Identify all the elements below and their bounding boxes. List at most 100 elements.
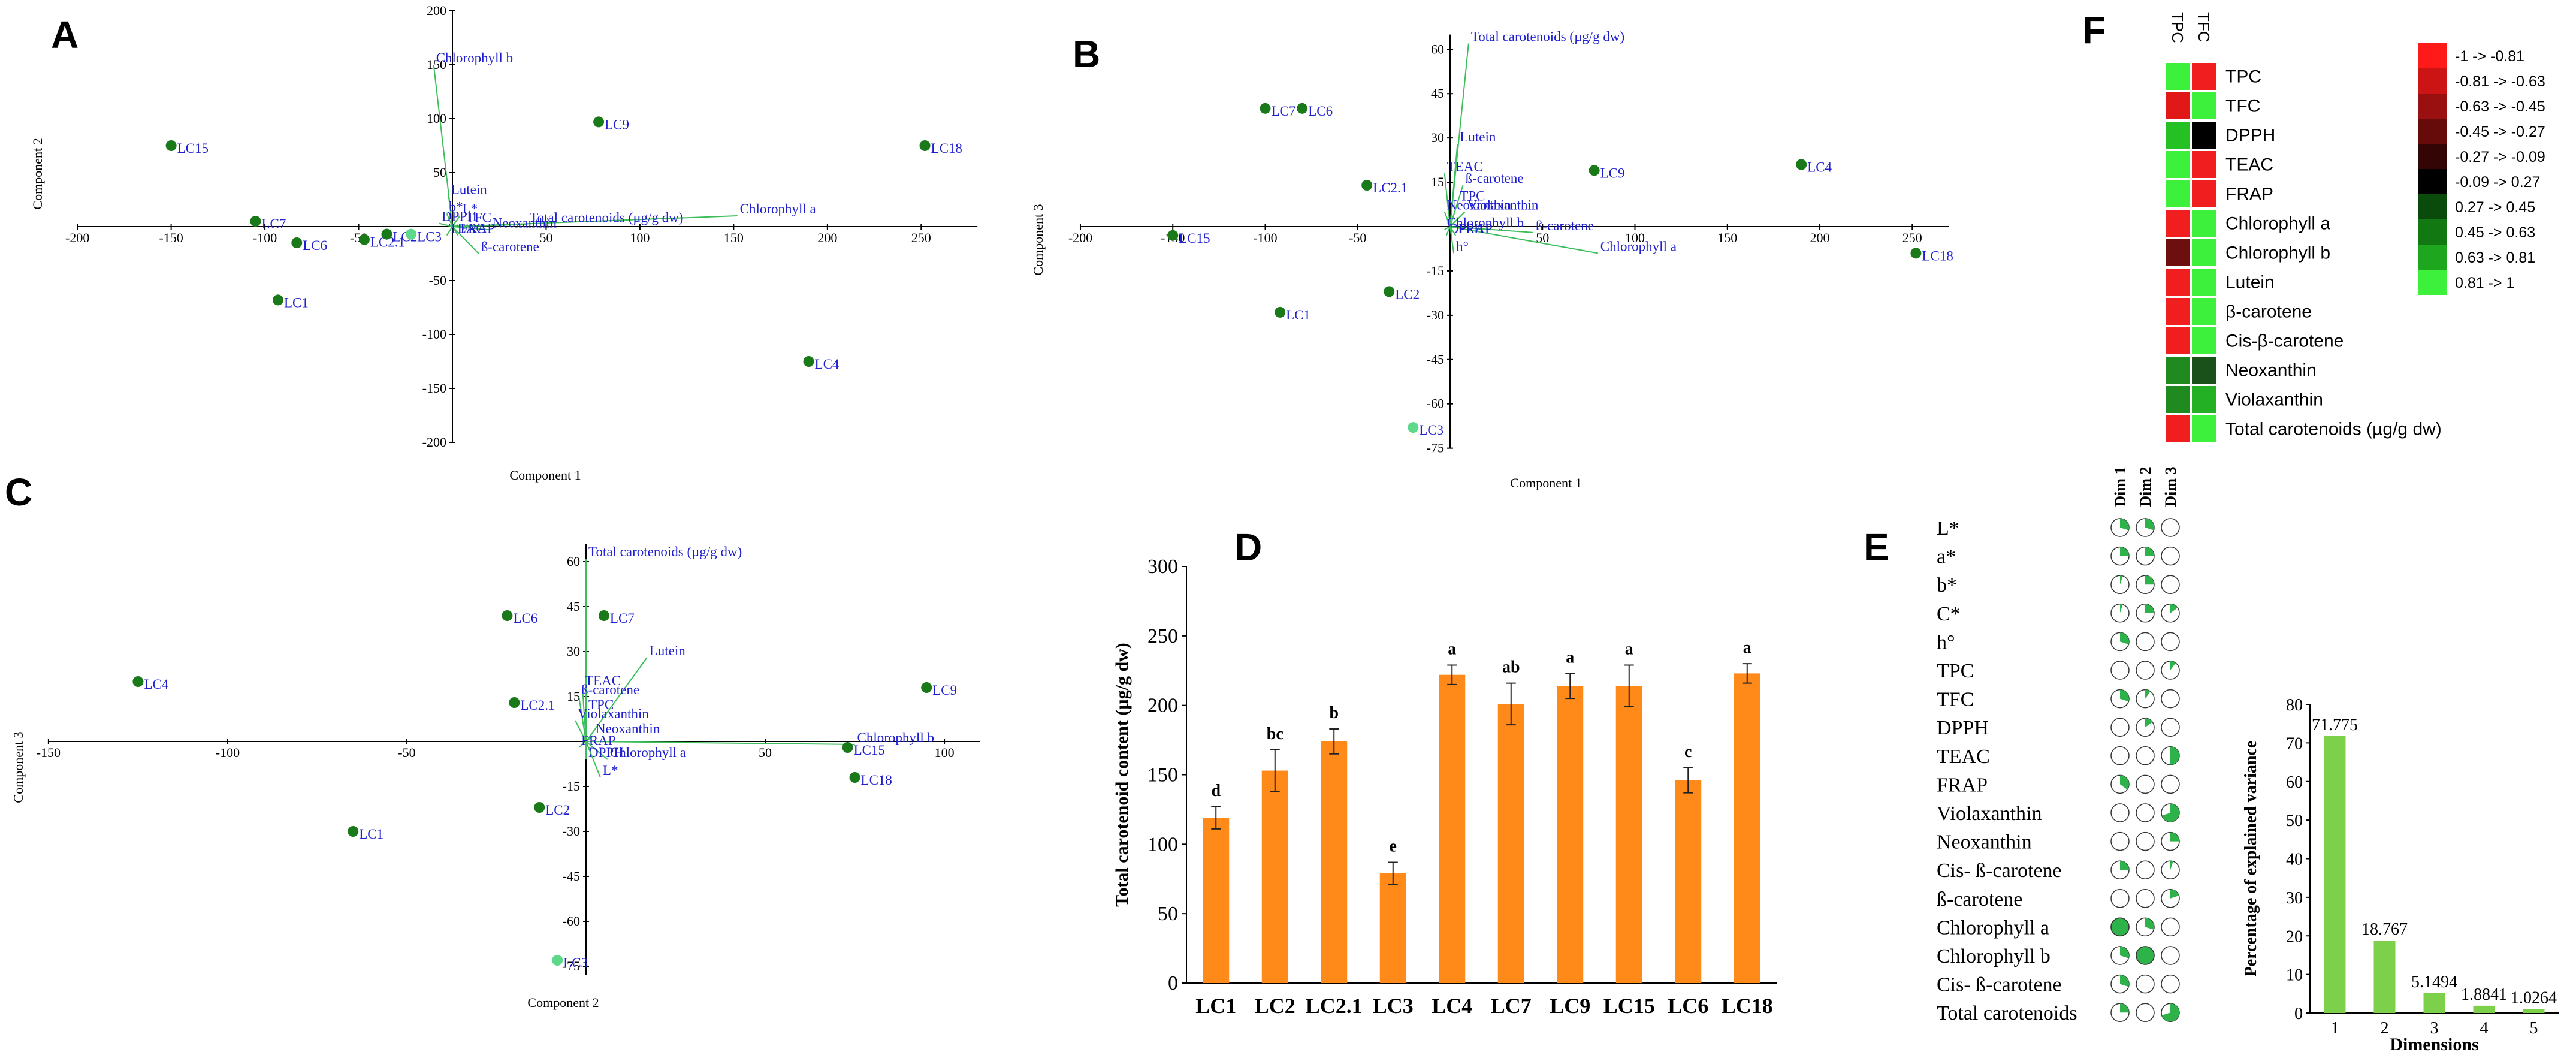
heatmap-row-label: Violaxanthin: [2225, 390, 2323, 410]
table-row-label: Violaxanthin: [1937, 803, 2042, 825]
table-row-label: TFC: [1937, 689, 1974, 711]
sample-point: [919, 140, 931, 151]
loading-label: L*: [463, 201, 478, 216]
heatmap-row-label: Chlorophyll b: [2225, 243, 2330, 263]
loading-vector: [585, 741, 601, 778]
heatmap-row-label: Chlorophyll a: [2225, 214, 2330, 234]
legend-swatch: [2418, 119, 2447, 144]
heatmap-cell: [2166, 239, 2190, 266]
panel-letter-e: E: [1864, 526, 1889, 569]
loading-label: ß-carotene: [481, 239, 539, 254]
d-category-label: LC6: [1668, 994, 1708, 1018]
heatmap-cell: [2192, 415, 2216, 442]
sample-label: LC7: [610, 611, 635, 626]
legend-swatch: [2418, 245, 2447, 270]
sample-label: LC9: [605, 117, 629, 132]
loading-label: Neoxanthin: [596, 721, 660, 736]
legend-label: -0.45 -> -0.27: [2455, 123, 2545, 140]
d-category-label: LC9: [1550, 994, 1590, 1018]
sample-label: LC7: [1271, 104, 1295, 119]
sample-label: LC18: [1922, 248, 1953, 263]
d-bar: [1439, 674, 1466, 983]
contribution-fill: [2110, 917, 2130, 937]
sample-label: LC15: [177, 141, 209, 156]
d-bar: [1379, 873, 1406, 983]
heatmap-cell: [2166, 298, 2190, 325]
panel-c-ylabel: Component 3: [11, 731, 26, 803]
scree-plot: 0 10 20 30 40 50 60 70 80 Percentage of explained…: [2242, 696, 2559, 1054]
contribution-fill: [2170, 861, 2173, 870]
loading-vector: [575, 720, 587, 742]
legend-swatch: [2418, 94, 2447, 119]
scree-bar: [2423, 993, 2445, 1013]
y-tick-label: -50: [429, 273, 446, 288]
heatmap-cell: [2166, 386, 2190, 413]
d-bar: [1615, 686, 1642, 983]
loading-vector: [585, 741, 608, 760]
contribution-fill: [2170, 604, 2178, 613]
scree-y-tick-label: 10: [2286, 966, 2303, 985]
contribution-circle: [2136, 974, 2155, 994]
sample-label: LC15: [854, 743, 885, 758]
scree-y-tick-label: 40: [2286, 851, 2303, 869]
x-tick-label: 250: [911, 230, 931, 245]
scree-y-tick-label: 50: [2286, 812, 2303, 830]
y-tick-label: -30: [563, 824, 580, 839]
sample-label: LC9: [932, 683, 957, 698]
table-row-label: C*: [1937, 603, 1961, 625]
bar-chart-d: 0 50 100 150 200 250 300 Total carotenoid conte…: [1112, 556, 1777, 1018]
heatmap-cell: [2192, 122, 2216, 149]
heatmap-cell: [2166, 180, 2190, 207]
sample-point: [842, 742, 853, 753]
heatmap-cell: [2192, 92, 2216, 119]
y-tick-label: 15: [1431, 174, 1444, 189]
contribution-circle: [2136, 1003, 2155, 1022]
heatmap-cell: [2166, 357, 2190, 384]
loading-label: TFC: [466, 210, 491, 225]
scatter-panel-a: -200 -150 -100 -50 50 100 150 200 250 200 150 100 50…: [65, 3, 978, 450]
sample-label: LC2.1: [1373, 180, 1408, 195]
loading-vector: [585, 657, 648, 742]
d-sig-letter: c: [1684, 743, 1692, 761]
sample-point: [534, 802, 545, 813]
loading-label: b*: [449, 199, 463, 214]
x-tick-label: -50: [1349, 230, 1366, 245]
x-tick-label: 200: [1810, 230, 1830, 245]
loading-vector: [578, 741, 587, 748]
sample-point: [250, 216, 261, 227]
y-tick-label: -30: [1427, 308, 1444, 322]
panel-a-ylabel: Component 2: [30, 138, 45, 209]
sample-point: [1260, 103, 1271, 114]
loading-vector: [1449, 211, 1466, 227]
contribution-fill: [2120, 604, 2123, 613]
x-tick-label: 100: [935, 745, 955, 760]
contribution-fill: [2145, 918, 2155, 930]
contribution-circle: [2161, 575, 2180, 594]
contribution-fill: [2161, 804, 2180, 822]
table-row-label: Chlorophyll a: [1937, 917, 2049, 939]
heatmap-row-label: TFC: [2225, 97, 2260, 116]
sample-label: LC4: [144, 677, 168, 692]
scree-bar: [2473, 1005, 2495, 1013]
loading-vector: [1449, 203, 1458, 227]
loading-label: TPC: [1460, 189, 1485, 204]
legend-swatch: [2418, 194, 2447, 219]
panel-c-xlabel: Component 2: [527, 995, 599, 1010]
table-row-label: DPPH: [1937, 717, 1989, 739]
y-tick-label: 45: [567, 599, 580, 614]
contribution-circle: [2161, 518, 2180, 537]
panel-letter-d: D: [1234, 526, 1262, 569]
legend-swatch: [2418, 43, 2447, 68]
scree-category-label: 2: [2381, 1019, 2389, 1038]
contribution-fill: [2170, 661, 2176, 670]
d-y-tick-label: 50: [1158, 903, 1178, 925]
y-tick-label: -60: [563, 914, 580, 929]
scree-category-label: 4: [2480, 1019, 2489, 1038]
loading-label: h°: [1456, 239, 1469, 254]
y-tick-label: -75: [1427, 441, 1444, 456]
scree-value-label: 1.0264: [2511, 988, 2557, 1007]
table-row-label: a*: [1937, 546, 1956, 568]
sample-label: LC1: [359, 827, 383, 842]
y-tick-label: -60: [1427, 396, 1444, 411]
x-tick-label: 250: [1902, 230, 1922, 245]
